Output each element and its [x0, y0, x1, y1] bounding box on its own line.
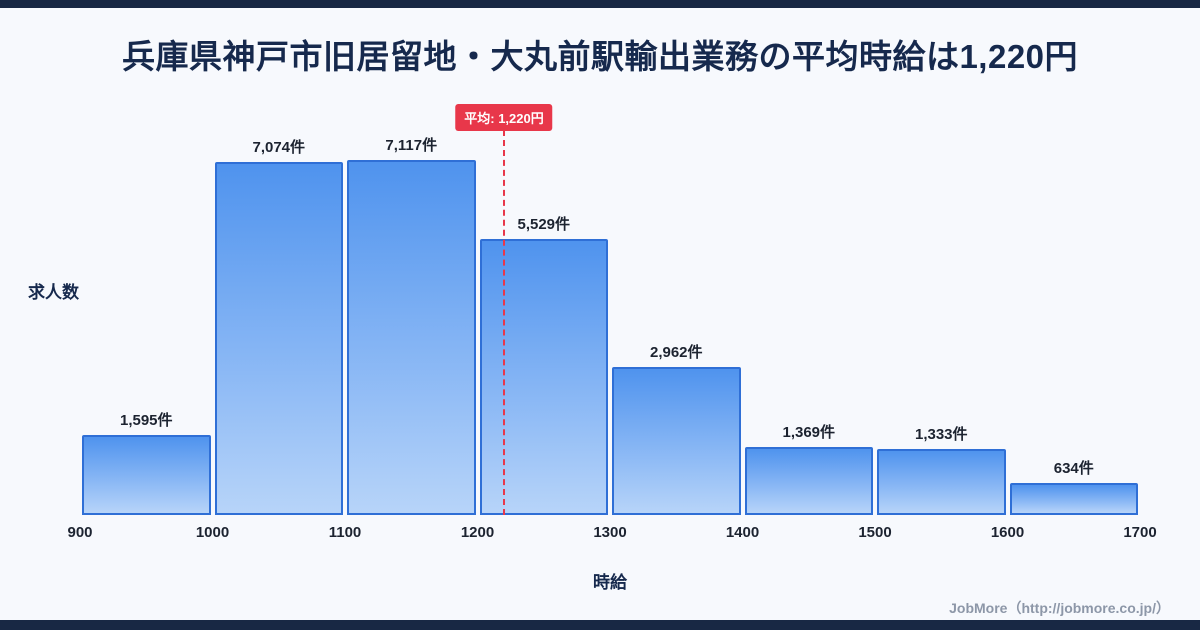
- x-tick-label: 1000: [195, 524, 230, 541]
- bottom-border-strip: [0, 620, 1200, 630]
- bar-value-label: 1,369件: [782, 424, 836, 441]
- chart-title: 兵庫県神戸市旧居留地・大丸前駅輸出業務の平均時給は1,220円: [121, 38, 1079, 75]
- plot-area: 1,595件 7,074件 7,117件 5,529件 2,962件 1,369件 1,33…: [67, 104, 1157, 541]
- histogram-bar: 7,117件: [347, 137, 476, 515]
- histogram-bar: 7,074件: [214, 139, 343, 515]
- bar-value-label: 7,117件: [385, 137, 438, 154]
- top-border-strip: [0, 0, 1200, 8]
- x-tick-label: 1200: [460, 524, 495, 541]
- bar-value-label: 1,595件: [119, 412, 173, 429]
- average-badge: 平均: 1,220円: [455, 104, 553, 131]
- x-tick-label: 1700: [1123, 524, 1157, 541]
- bar-value-label: 2,962件: [649, 344, 703, 361]
- histogram-bar: 634件: [1009, 460, 1138, 515]
- bar-value-label: 634件: [1053, 460, 1094, 477]
- x-tick-label: 1100: [328, 524, 362, 541]
- x-tick-label: 1600: [990, 524, 1025, 541]
- histogram-bar: 1,595件: [82, 412, 211, 515]
- average-line: [503, 130, 505, 515]
- x-tick-label: 900: [67, 524, 93, 541]
- y-axis-label: 求人数: [28, 283, 79, 302]
- bar-value-label: 5,529件: [517, 216, 571, 233]
- bar-value-label: 1,333件: [914, 426, 968, 443]
- footer-credit: JobMore（http://jobmore.co.jp/）: [949, 600, 1170, 616]
- x-tick-label: 1300: [593, 524, 627, 541]
- x-tick-label: 1400: [725, 524, 760, 541]
- x-axis-label: 時給: [593, 573, 627, 592]
- x-tick-label: 1500: [858, 524, 892, 541]
- histogram-bar: 2,962件: [612, 344, 741, 515]
- histogram-bar: 1,369件: [744, 424, 873, 515]
- histogram-bar: 5,529件: [479, 216, 608, 515]
- histogram-bar: 1,333件: [877, 426, 1006, 515]
- bar-value-label: 7,074件: [252, 139, 306, 156]
